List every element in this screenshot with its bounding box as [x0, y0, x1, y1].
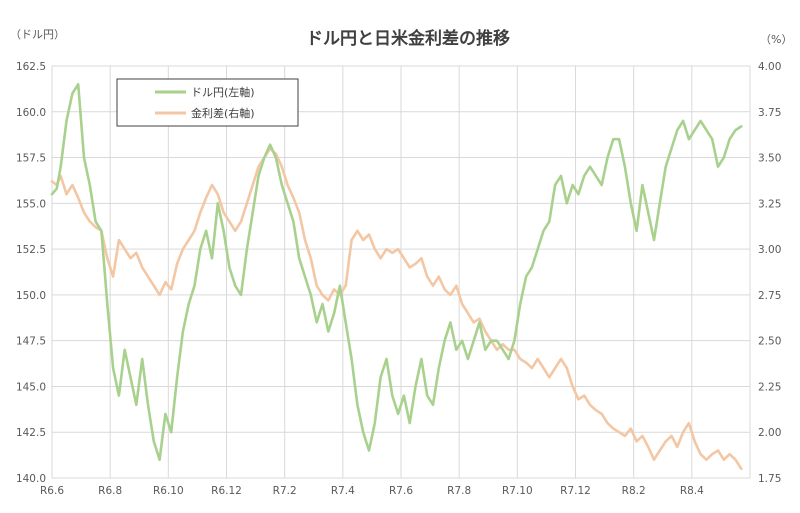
- left-axis-ticks: 140.0 142.5 145.0 147.5 150.0 152.5 155.0 157.5…: [16, 61, 46, 485]
- right-tick-label: 3.25: [758, 198, 781, 210]
- x-tick-label: R7.6: [389, 485, 413, 497]
- left-tick-label: 145.0: [16, 381, 46, 393]
- left-tick-label: 147.5: [16, 336, 46, 348]
- right-tick-label: 2.75: [758, 290, 781, 302]
- left-tick-label: 142.5: [16, 427, 46, 439]
- series-layer: [50, 83, 743, 471]
- x-tick-label: R7.12: [560, 485, 591, 497]
- right-tick-label: 3.75: [758, 107, 781, 119]
- right-axis-unit: （%）: [760, 33, 792, 46]
- right-tick-label: 3.50: [758, 153, 781, 165]
- x-tick-label: R7.4: [331, 485, 355, 497]
- legend-box: [116, 78, 299, 127]
- series-line-rate-diff: [50, 147, 743, 471]
- left-axis-unit: （ドル円）: [10, 28, 65, 41]
- right-tick-label: 4.00: [758, 61, 781, 73]
- legend: ドル円(左軸) 金利差(右軸): [116, 78, 299, 127]
- legend-label-rate-diff: 金利差(右軸): [191, 106, 255, 120]
- plot-area: [51, 65, 751, 479]
- x-tick-label: R7.8: [447, 485, 471, 497]
- chart-title: ドル円と日米金利差の推移: [306, 28, 510, 49]
- right-tick-label: 1.75: [758, 473, 781, 485]
- x-tick-label: R8.4: [680, 485, 704, 497]
- x-tick-label: R7.10: [502, 485, 533, 497]
- x-tick-label: R6.12: [211, 485, 242, 497]
- right-tick-label: 2.00: [758, 427, 781, 439]
- x-tick-label: R6.6: [40, 485, 64, 497]
- right-tick-label: 2.50: [758, 336, 781, 348]
- right-tick-label: 3.00: [758, 244, 781, 256]
- series-line-usdjpy: [50, 83, 743, 461]
- x-tick-label: R7.2: [273, 485, 297, 497]
- right-axis-ticks: 1.75 2.00 2.25 2.50 2.75 3.00 3.25 3.50 3.75 4.00: [758, 61, 781, 485]
- left-tick-label: 155.0: [16, 198, 46, 210]
- left-tick-label: 157.5: [16, 153, 46, 165]
- left-tick-label: 160.0: [16, 107, 46, 119]
- right-tick-label: 2.25: [758, 381, 781, 393]
- x-tick-label: R8.2: [622, 485, 646, 497]
- left-tick-label: 140.0: [16, 473, 46, 485]
- x-axis-ticks: R6.6 R6.8 R6.10 R6.12 R7.2 R7.4 R7.6 R7.8 R7.10 R…: [40, 485, 704, 497]
- x-tick-label: R6.10: [153, 485, 184, 497]
- left-tick-label: 152.5: [16, 244, 46, 256]
- left-tick-label: 162.5: [16, 61, 46, 73]
- gridlines: [51, 65, 751, 479]
- left-tick-label: 150.0: [16, 290, 46, 302]
- x-tick-label: R6.8: [98, 485, 122, 497]
- legend-label-usdjpy: ドル円(左軸): [191, 85, 255, 99]
